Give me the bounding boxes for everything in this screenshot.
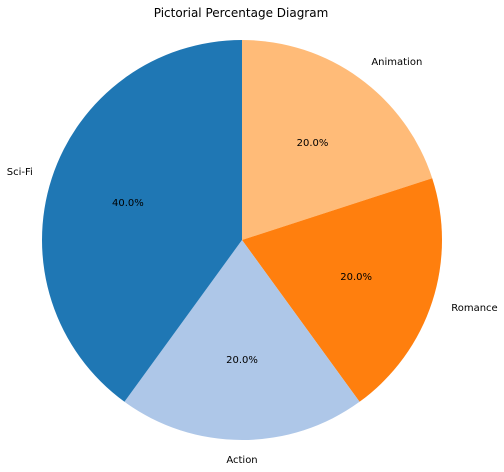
slice-pct-animation: 20.0% [297, 138, 329, 149]
pie-slice-sci-fi [42, 40, 242, 402]
labels-layer: Animation 20.0% Romance 20.0% Action 20.0% Sci… [7, 57, 498, 466]
pie-slice-romance [242, 178, 442, 402]
pie-slice-animation [242, 40, 433, 240]
slice-label-action: Action [226, 455, 257, 466]
slice-label-sci-fi: Sci-Fi [7, 167, 33, 178]
pie-slice-action [124, 240, 360, 441]
slices-layer [42, 40, 442, 441]
slice-pct-romance: 20.0% [340, 272, 372, 283]
chart-title: Pictorial Percentage Diagram [154, 6, 329, 20]
slice-pct-action: 20.0% [226, 355, 258, 366]
slice-pct-sci-fi: 40.0% [112, 198, 144, 209]
slice-label-animation: Animation [371, 57, 422, 68]
slice-label-romance: Romance [451, 303, 497, 314]
